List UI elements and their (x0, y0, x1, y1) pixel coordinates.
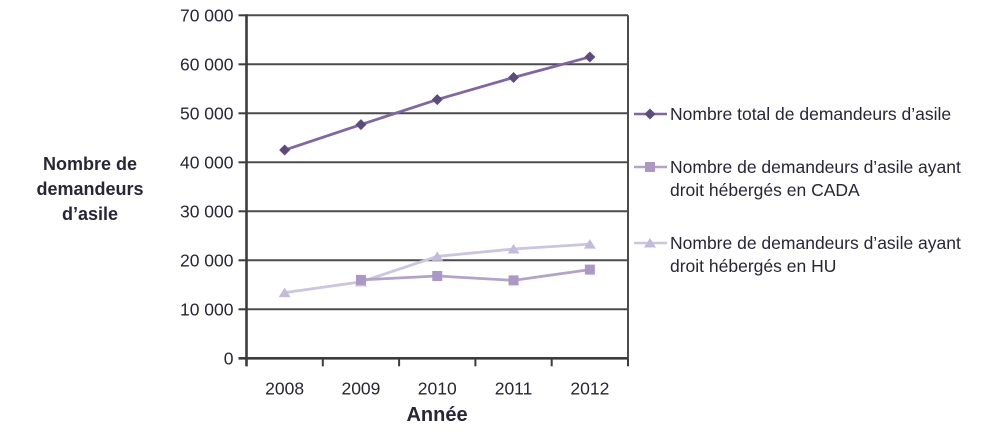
x-tick-label: 2012 (570, 378, 609, 398)
square-marker-icon (584, 264, 595, 275)
x-tick-label: 2011 (495, 378, 533, 398)
legend-item: Nombre total de demandeurs d’asile (634, 103, 990, 126)
diamond-marker-icon (508, 72, 520, 84)
y-axis-title-line: demandeurs (36, 179, 144, 199)
legend-diamond-icon (634, 108, 667, 120)
legend-label: Nombre de demandeurs d’asile ayant droit… (670, 233, 961, 276)
triangle-marker-icon (507, 244, 520, 254)
triangle-marker-icon (431, 251, 444, 261)
diamond-marker-icon (279, 144, 291, 156)
legend-item: Nombre de demandeurs d’asile ayant droit… (634, 156, 990, 202)
triangle-marker-icon (278, 287, 291, 298)
x-tick-label: 2008 (265, 378, 304, 398)
y-axis-title: Nombre de demandeurs d’asile (14, 152, 166, 227)
square-marker-icon (508, 275, 519, 286)
series-line-square (360, 268, 591, 282)
x-tick-label: 2009 (341, 378, 380, 398)
y-tick-label: 60 000 (180, 54, 234, 74)
y-tick-label: 0 (224, 348, 234, 368)
legend-triangle-icon (634, 238, 667, 248)
y-tick-label: 70 000 (180, 5, 234, 25)
diamond-marker-icon (584, 51, 596, 63)
legend-diamond-shape (644, 108, 656, 120)
y-tick-label: 10 000 (180, 299, 234, 319)
y-tick-label: 50 000 (180, 103, 234, 123)
diamond-marker-icon (355, 119, 367, 131)
y-axis-title-line: d’asile (61, 204, 119, 224)
y-axis-title-line: Nombre de (42, 154, 138, 174)
x-axis-title: Année (406, 404, 468, 426)
square-marker-icon (355, 274, 366, 285)
legend: Nombre total de demandeurs d’asile Nombre… (634, 103, 990, 278)
y-tick-label: 30 000 (180, 201, 234, 221)
legend-triangle-shape (644, 238, 656, 248)
legend-square-shape (645, 162, 655, 172)
legend-label: Nombre total de demandeurs d’asile (670, 104, 952, 124)
diamond-marker-icon (431, 94, 443, 106)
legend-square-icon (634, 162, 667, 172)
legend-item: Nombre de demandeurs d’asile ayant droit… (634, 232, 990, 278)
y-tick-label: 20 000 (180, 250, 234, 270)
x-tick-label: 2010 (418, 378, 457, 398)
y-tick-label: 40 000 (180, 152, 234, 172)
square-marker-icon (432, 270, 443, 281)
legend-label: Nombre de demandeurs d’asile ayant droit… (670, 157, 961, 200)
triangle-marker-icon (583, 239, 596, 249)
